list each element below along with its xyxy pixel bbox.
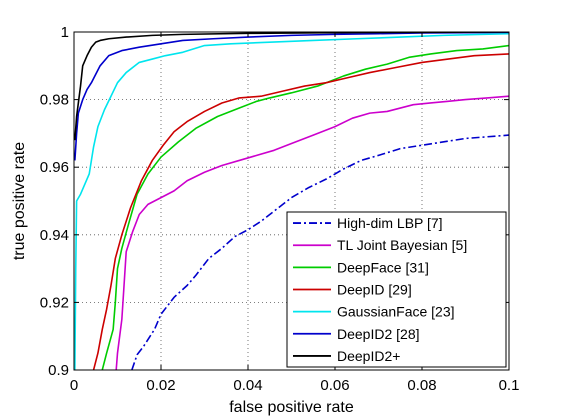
- legend-label: DeepID [29]: [337, 282, 412, 298]
- y-tick-label: 0.94: [40, 227, 69, 244]
- series-line-2: [101, 44, 509, 370]
- legend-label: High-dim LBP [7]: [337, 215, 443, 231]
- y-tick-label: 0.9: [48, 362, 69, 379]
- legend-label: DeepFace [31]: [337, 259, 429, 275]
- legend-label: DeepID2 [28]: [337, 326, 420, 342]
- series-line-1: [115, 95, 509, 370]
- x-tick-label: 0.1: [499, 377, 520, 394]
- y-tick-label: 1: [61, 24, 69, 41]
- x-axis-label: false positive rate: [229, 399, 354, 416]
- series-line-3: [92, 53, 509, 370]
- x-tick-label: 0.08: [407, 377, 436, 394]
- series-line-0: [131, 134, 509, 370]
- series-line-6: [74, 32, 509, 141]
- y-axis-label: true positive rate: [11, 142, 28, 260]
- plot-frame: [73, 31, 510, 371]
- series-line-5: [74, 32, 509, 161]
- x-tick-label: 0.02: [146, 377, 175, 394]
- grid: [74, 32, 509, 370]
- series-line-4: [74, 32, 509, 370]
- y-tick-label: 0.96: [40, 159, 69, 176]
- legend-label: GaussianFace [23]: [337, 304, 455, 320]
- y-tick-label: 0.98: [40, 92, 69, 109]
- x-tick-label: 0: [70, 377, 78, 394]
- legend-label: DeepID2+: [337, 348, 400, 364]
- axis-ticks: 0 0.02 0.04 0.06 0.08 0.1 0.9 0.92 0.94 0.96 0.98 1: [40, 24, 520, 394]
- x-tick-label: 0.04: [233, 377, 262, 394]
- series-lines: [74, 32, 509, 370]
- legend: High-dim LBP [7] TL Joint Bayesian [5] Dee…: [286, 211, 507, 368]
- x-tick-label: 0.06: [320, 377, 349, 394]
- legend-label: TL Joint Bayesian [5]: [337, 237, 467, 253]
- y-tick-label: 0.92: [40, 294, 69, 311]
